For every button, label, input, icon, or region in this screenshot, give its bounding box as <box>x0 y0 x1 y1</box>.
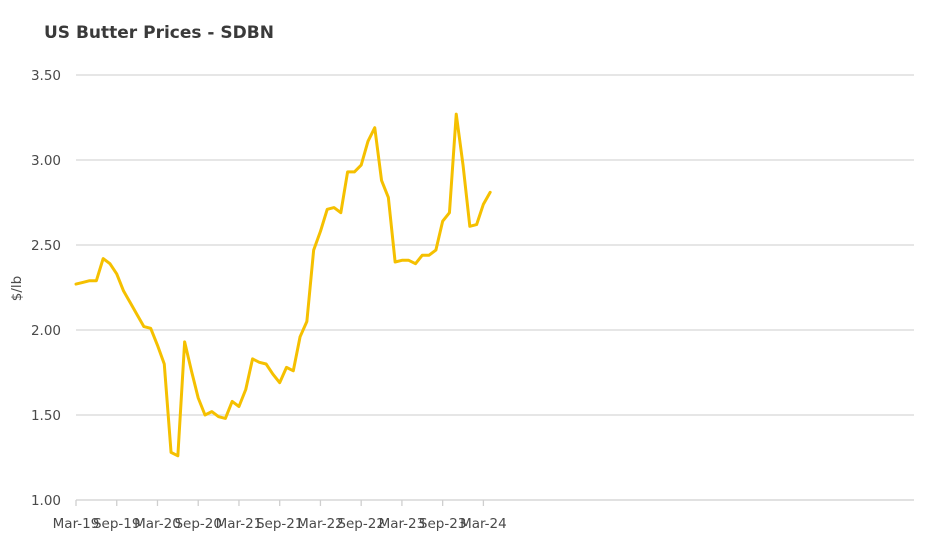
x-tick-label: Mar-22 <box>297 516 344 532</box>
series-line <box>74 112 492 458</box>
x-tick-label: Sep-23 <box>419 516 467 532</box>
x-tick-label: Sep-20 <box>174 516 222 532</box>
y-axis-label: $/lb <box>9 276 25 301</box>
y-tick-label: 1.00 <box>31 493 61 509</box>
y-axis-ticks: 1.00 1.50 2.00 2.50 3.00 3.50 <box>31 68 61 509</box>
x-tick-label: Sep-21 <box>256 516 304 532</box>
series-group <box>74 112 492 458</box>
x-tick-label: Sep-19 <box>93 516 141 532</box>
x-tick-label: Mar-23 <box>379 516 426 532</box>
y-tick-label: 1.50 <box>31 408 61 424</box>
gridlines <box>76 74 914 416</box>
y-tick-label: 3.50 <box>31 68 61 84</box>
x-tick-label: Mar-20 <box>134 516 181 532</box>
x-tick-label: Mar-24 <box>460 516 507 532</box>
y-tick-label: 3.00 <box>31 153 61 169</box>
y-tick-label: 2.00 <box>31 323 61 339</box>
x-tick-label: Sep-22 <box>337 516 385 532</box>
x-axis-ticks: Mar-19Sep-19Mar-20Sep-20Mar-21Sep-21Mar-… <box>53 500 507 532</box>
x-tick-label: Mar-21 <box>216 516 263 532</box>
y-tick-label: 2.50 <box>31 238 61 254</box>
chart-title: US Butter Prices - SDBN <box>44 23 274 43</box>
x-tick-label: Mar-19 <box>53 516 100 532</box>
